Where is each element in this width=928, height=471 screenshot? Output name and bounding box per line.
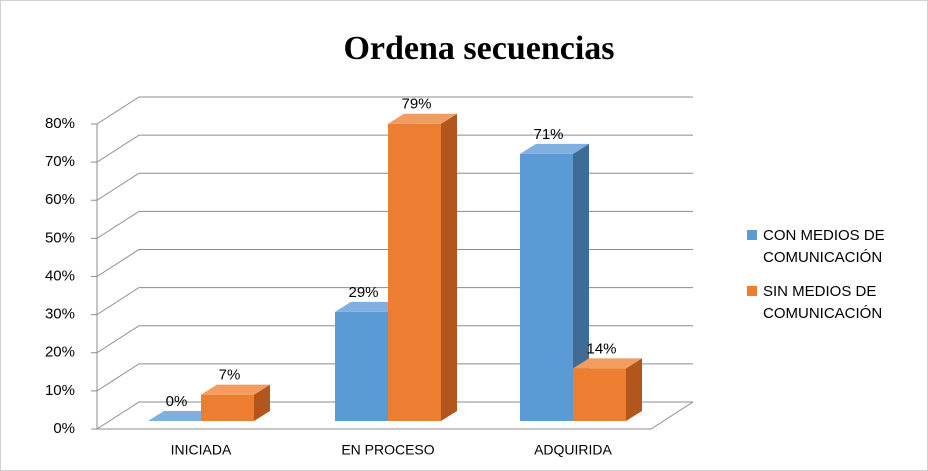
grid-line [96,287,693,316]
grid-line [96,96,693,125]
x-tick-label: ADQUIRIDA [534,442,612,458]
bar-front [573,368,626,421]
y-tick-label: 50% [45,229,75,246]
y-tick-label: 80% [45,115,75,132]
data-label: 7% [219,367,241,384]
bar [520,143,589,422]
legend-label: CON MEDIOS DE COMUNICACIÓN [763,227,885,266]
legend-item: CON MEDIOS DE COMUNICACIÓN [747,225,927,269]
bar-side [441,113,457,421]
bar-side [254,384,270,421]
grid-line [96,363,693,392]
y-tick-label: 30% [45,306,75,323]
grid-line [96,210,693,239]
x-tick-label: INICIADA [171,442,232,458]
y-tick-label: 40% [45,267,75,284]
x-tick-label: EN PROCESO [341,442,434,458]
bar-top [388,113,457,124]
y-tick-label: 70% [45,153,75,170]
bar-side [626,358,642,421]
floor [97,401,694,430]
y-tick-label: 60% [45,191,75,208]
y-tick-label: 10% [45,382,75,399]
bar-top [573,358,642,369]
legend-swatch [747,286,757,296]
bar-top [148,411,217,421]
grid-line [96,325,693,354]
grid-line [96,134,693,163]
y-tick-label: 20% [45,344,75,361]
legend-item: SIN MEDIOS DE COMUNICACIÓN [747,281,927,325]
bar-front [388,123,441,421]
grid-line [96,401,693,430]
bar-front [335,311,388,421]
data-label: 14% [586,340,616,357]
bar-top [335,301,404,312]
bar-side [573,143,589,422]
data-label: 29% [348,284,378,301]
grid-line [96,172,693,201]
data-label: 79% [401,96,431,113]
bar [388,113,457,421]
bar [573,358,642,421]
bar [148,411,217,421]
bar-front [201,394,254,421]
grid-line [96,249,693,277]
bar [201,384,270,421]
chart-title: Ordena secuencias [343,30,614,67]
bar-top [201,384,270,395]
data-label: 71% [533,126,563,143]
legend-swatch [747,230,757,240]
y-tick-label: 0% [53,420,75,437]
bar-top [520,143,589,154]
data-label: 0% [166,393,188,410]
legend-label: SIN MEDIOS DE COMUNICACIÓN [763,283,883,322]
bar-front [520,153,573,422]
